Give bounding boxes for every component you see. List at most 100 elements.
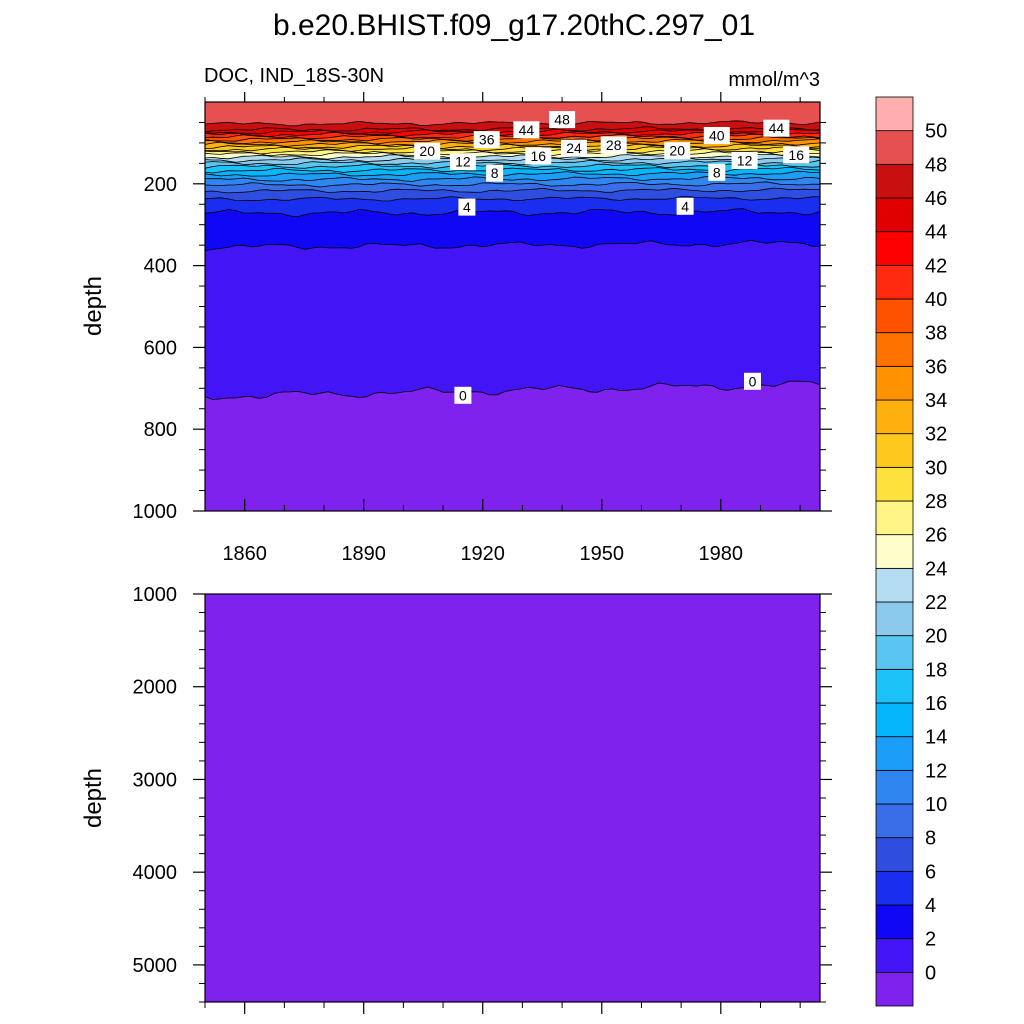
fill-band-38 [205,134,820,142]
contour-label: 44 [763,119,790,137]
colorbar-label: 2 [925,929,936,951]
svg-text:4: 4 [463,199,471,215]
contour-label: 4 [676,197,694,215]
fill-band-18 [205,160,820,169]
colorbar-label: 22 [925,592,947,614]
figure-title: b.e20.BHIST.f09_g17.20thC.297_01 [273,9,755,42]
contour-label: 12 [731,152,758,169]
colorbar-box [875,231,914,266]
fill-band-4 [205,196,820,217]
colorbar-label: 18 [925,659,947,681]
contour-label: 20 [414,142,441,160]
colorbar-box [875,668,914,704]
contour-line-6 [204,195,821,202]
x-tick-label: 1950 [580,543,625,565]
colorbar-box [875,500,914,536]
fill-band-8 [205,181,820,193]
y-tick-label: 1000 [133,584,178,606]
contour-line-26 [204,151,821,157]
contour-line-4 [204,208,821,218]
contour-label: 24 [561,139,587,157]
colorbar-label: 40 [925,289,947,311]
colorbar-label: 12 [925,760,947,782]
colorbar-box [875,567,914,603]
svg-text:24: 24 [566,140,582,156]
colorbar-label: 46 [925,188,947,210]
colorbar-label: 26 [925,525,947,547]
y-tick-label: 400 [144,256,177,278]
contour-label: 0 [454,386,472,404]
colorbar-box [875,264,914,300]
contour-line-2 [204,239,821,251]
svg-text:16: 16 [788,147,804,163]
colorbar-box [875,197,914,233]
y-tick-label: 1000 [133,501,178,523]
colorbar-box [875,702,914,738]
contour-line-48 [204,120,821,127]
svg-text:28: 28 [606,137,622,153]
svg-text:20: 20 [419,143,435,159]
contour-line-22 [204,156,821,163]
fill-band-12 [205,171,820,182]
svg-text:8: 8 [713,164,721,180]
colorbar-box [875,601,914,637]
svg-text:44: 44 [519,122,535,138]
colorbar-label: 36 [925,356,947,378]
fill-band-6 [205,188,820,201]
fill-band-48 [205,102,820,126]
svg-text:12: 12 [455,154,471,170]
fill-band-14 [205,167,820,177]
svg-text:0: 0 [459,387,467,403]
colorbar-label: 44 [925,222,947,244]
svg-text:20: 20 [669,143,685,159]
colorbar-label: 48 [925,154,947,176]
panel-subtitle-units: mmol/m^3 [728,69,820,91]
contour-line-24 [204,153,821,160]
fill-band-0 [205,240,820,400]
colorbar-label: 38 [925,323,947,345]
colorbar-box [875,870,914,906]
contour-line-20 [204,159,821,166]
contour-line-32 [204,143,821,149]
contour-label: 0 [744,372,761,390]
contour-line-10 [204,181,821,188]
colorbar-box [875,534,914,569]
colorbar-label: 8 [925,828,936,850]
colorbar-box [875,365,914,401]
fill-band-10 [205,176,820,187]
svg-text:8: 8 [491,165,499,181]
colorbar-box [875,736,914,771]
colorbar-label: 20 [925,626,947,648]
colorbar-box [875,332,914,367]
svg-text:0: 0 [749,373,757,389]
colorbar-label: 34 [925,390,947,412]
colorbar-box [875,96,914,132]
x-tick-label: 1860 [222,543,267,565]
contour-label: 28 [600,136,627,154]
colorbar-box [875,635,914,670]
colorbar-box [875,466,914,502]
contour-label: 44 [513,121,540,139]
contour-label: 8 [486,164,504,182]
fill-band-36 [205,136,820,144]
fill-band-2 [205,208,820,251]
y-tick-label: 600 [144,337,177,359]
lower-y-axis-label: depth [80,768,107,828]
colorbar-label: 32 [925,424,947,446]
colorbar-box [875,837,914,872]
fill-band-16 [205,163,820,173]
contour-label: 4 [458,198,476,216]
colorbar-label: 10 [925,794,947,816]
svg-text:40: 40 [709,128,725,144]
colorbar-label: 6 [925,861,936,883]
colorbar-label: 16 [925,693,947,715]
colorbar-box [875,803,914,839]
contour-label: 36 [473,131,500,149]
lower-fill [205,594,820,1002]
colorbar-label: 14 [925,727,947,749]
colorbar-box [875,971,914,1007]
